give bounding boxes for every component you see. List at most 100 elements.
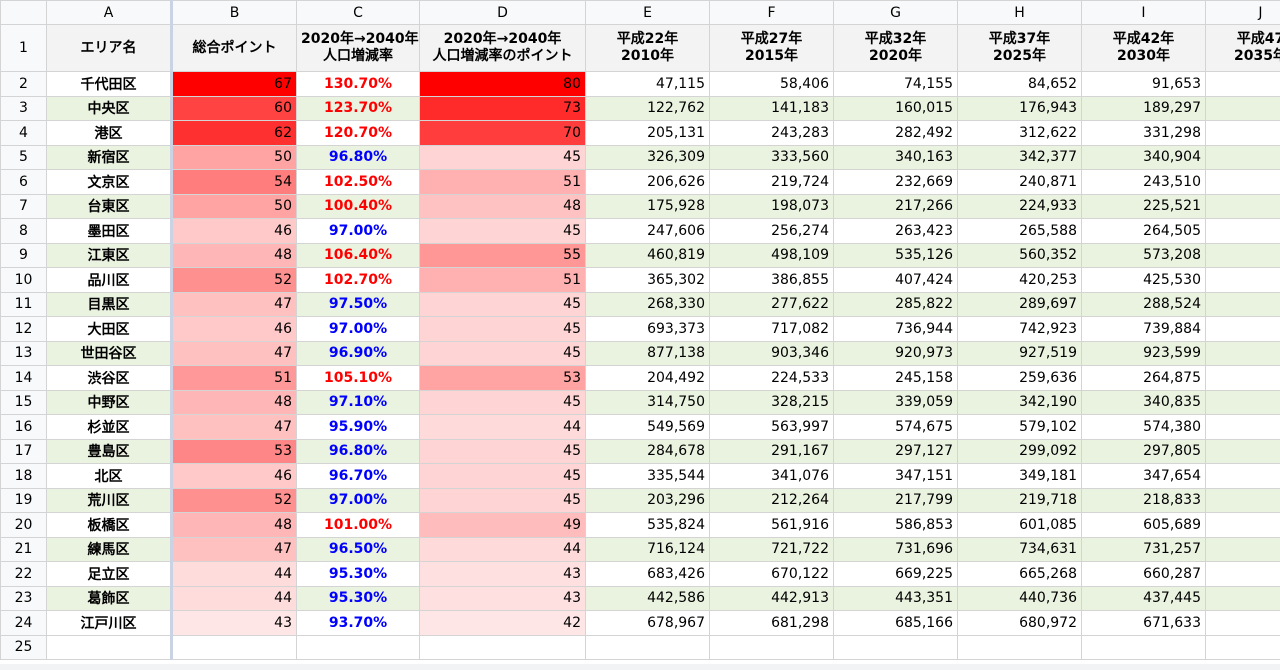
- cell-population-2030[interactable]: 425,530: [1081, 267, 1206, 293]
- cell-population-2010[interactable]: 284,678: [585, 438, 710, 464]
- cell-total-points[interactable]: 48: [170, 389, 297, 415]
- cell-population-2020[interactable]: 217,266: [833, 193, 958, 219]
- column-header-e[interactable]: E: [585, 0, 710, 25]
- cell-population-2010[interactable]: 693,373: [585, 316, 710, 342]
- cell-population-2035[interactable]: 9: [1205, 71, 1280, 97]
- cell-population-2030[interactable]: 574,380: [1081, 414, 1206, 440]
- cell-population-2025[interactable]: 440,736: [957, 585, 1082, 611]
- cell-population-2035[interactable]: 34: [1205, 463, 1280, 489]
- cell-growth-rate-points[interactable]: 44: [419, 414, 586, 440]
- cell-growth-rate[interactable]: 96.80%: [296, 438, 420, 464]
- column-header-i[interactable]: I: [1081, 0, 1206, 25]
- cell-population-2035[interactable]: 72: [1205, 536, 1280, 562]
- cell-total-points[interactable]: 47: [170, 536, 297, 562]
- cell-growth-rate[interactable]: 97.00%: [296, 316, 420, 342]
- cell-area-name[interactable]: 杉並区: [46, 414, 172, 440]
- cell-population-2015[interactable]: 670,122: [709, 561, 834, 587]
- cell-population-2015[interactable]: 563,997: [709, 414, 834, 440]
- cell-population-2020[interactable]: 731,696: [833, 536, 958, 562]
- empty-cell[interactable]: [957, 634, 1082, 660]
- row-header[interactable]: 16: [0, 414, 47, 440]
- header-total-points[interactable]: 総合ポイント: [170, 24, 297, 72]
- cell-population-2030[interactable]: 671,633: [1081, 610, 1206, 636]
- cell-population-2035[interactable]: 57: [1205, 242, 1280, 268]
- cell-growth-rate-points[interactable]: 45: [419, 438, 586, 464]
- cell-population-2025[interactable]: 734,631: [957, 536, 1082, 562]
- cell-population-2010[interactable]: 206,626: [585, 169, 710, 195]
- cell-population-2015[interactable]: 442,913: [709, 585, 834, 611]
- cell-population-2015[interactable]: 243,283: [709, 120, 834, 146]
- cell-population-2025[interactable]: 420,253: [957, 267, 1082, 293]
- cell-population-2025[interactable]: 219,718: [957, 487, 1082, 513]
- cell-population-2025[interactable]: 342,190: [957, 389, 1082, 415]
- cell-growth-rate[interactable]: 123.70%: [296, 95, 420, 121]
- cell-growth-rate-points[interactable]: 73: [419, 95, 586, 121]
- cell-population-2025[interactable]: 349,181: [957, 463, 1082, 489]
- cell-population-2035[interactable]: 65: [1205, 561, 1280, 587]
- cell-total-points[interactable]: 53: [170, 438, 297, 464]
- cell-population-2015[interactable]: 333,560: [709, 144, 834, 170]
- cell-growth-rate[interactable]: 95.90%: [296, 414, 420, 440]
- cell-area-name[interactable]: 練馬区: [46, 536, 172, 562]
- empty-cell[interactable]: [585, 634, 710, 660]
- cell-area-name[interactable]: 渋谷区: [46, 365, 172, 391]
- cell-total-points[interactable]: 48: [170, 512, 297, 538]
- empty-cell[interactable]: [419, 634, 586, 660]
- cell-area-name[interactable]: 大田区: [46, 316, 172, 342]
- cell-growth-rate[interactable]: 97.00%: [296, 487, 420, 513]
- cell-population-2010[interactable]: 535,824: [585, 512, 710, 538]
- cell-area-name[interactable]: 港区: [46, 120, 172, 146]
- cell-population-2010[interactable]: 365,302: [585, 267, 710, 293]
- cell-population-2010[interactable]: 314,750: [585, 389, 710, 415]
- cell-population-2015[interactable]: 277,622: [709, 291, 834, 317]
- cell-total-points[interactable]: 47: [170, 414, 297, 440]
- cell-population-2035[interactable]: 33: [1205, 389, 1280, 415]
- empty-cell[interactable]: [833, 634, 958, 660]
- cell-growth-rate[interactable]: 93.70%: [296, 610, 420, 636]
- cell-population-2030[interactable]: 225,521: [1081, 193, 1206, 219]
- cell-area-name[interactable]: 中央区: [46, 95, 172, 121]
- empty-cell[interactable]: [1205, 634, 1280, 660]
- cell-population-2010[interactable]: 47,115: [585, 71, 710, 97]
- cell-population-2015[interactable]: 198,073: [709, 193, 834, 219]
- cell-population-2020[interactable]: 263,423: [833, 218, 958, 244]
- cell-total-points[interactable]: 67: [170, 71, 297, 97]
- cell-area-name[interactable]: 目黒区: [46, 291, 172, 317]
- cell-population-2035[interactable]: 33: [1205, 144, 1280, 170]
- select-all-corner[interactable]: [0, 0, 47, 25]
- cell-population-2010[interactable]: 683,426: [585, 561, 710, 587]
- cell-population-2010[interactable]: 460,819: [585, 242, 710, 268]
- cell-population-2030[interactable]: 573,208: [1081, 242, 1206, 268]
- cell-growth-rate-points[interactable]: 48: [419, 193, 586, 219]
- cell-total-points[interactable]: 46: [170, 316, 297, 342]
- cell-population-2030[interactable]: 331,298: [1081, 120, 1206, 146]
- cell-growth-rate-points[interactable]: 45: [419, 316, 586, 342]
- cell-population-2020[interactable]: 347,151: [833, 463, 958, 489]
- cell-population-2010[interactable]: 549,569: [585, 414, 710, 440]
- cell-area-name[interactable]: 中野区: [46, 389, 172, 415]
- cell-population-2035[interactable]: 19: [1205, 95, 1280, 121]
- column-header-d[interactable]: D: [419, 0, 586, 25]
- cell-area-name[interactable]: 北区: [46, 463, 172, 489]
- cell-total-points[interactable]: 43: [170, 610, 297, 636]
- cell-area-name[interactable]: 品川区: [46, 267, 172, 293]
- cell-total-points[interactable]: 60: [170, 95, 297, 121]
- cell-population-2020[interactable]: 74,155: [833, 71, 958, 97]
- cell-total-points[interactable]: 46: [170, 218, 297, 244]
- column-header-c[interactable]: C: [296, 0, 420, 25]
- cell-population-2035[interactable]: 28: [1205, 291, 1280, 317]
- cell-total-points[interactable]: 52: [170, 487, 297, 513]
- cell-population-2020[interactable]: 217,799: [833, 487, 958, 513]
- cell-population-2030[interactable]: 288,524: [1081, 291, 1206, 317]
- row-header[interactable]: 5: [0, 144, 47, 170]
- row-header[interactable]: 17: [0, 438, 47, 464]
- cell-population-2010[interactable]: 205,131: [585, 120, 710, 146]
- cell-population-2035[interactable]: 9: [1205, 340, 1280, 366]
- cell-population-2025[interactable]: 265,588: [957, 218, 1082, 244]
- cell-population-2015[interactable]: 341,076: [709, 463, 834, 489]
- row-header[interactable]: 19: [0, 487, 47, 513]
- cell-total-points[interactable]: 46: [170, 463, 297, 489]
- cell-population-2015[interactable]: 328,215: [709, 389, 834, 415]
- cell-population-2025[interactable]: 560,352: [957, 242, 1082, 268]
- cell-population-2030[interactable]: 340,904: [1081, 144, 1206, 170]
